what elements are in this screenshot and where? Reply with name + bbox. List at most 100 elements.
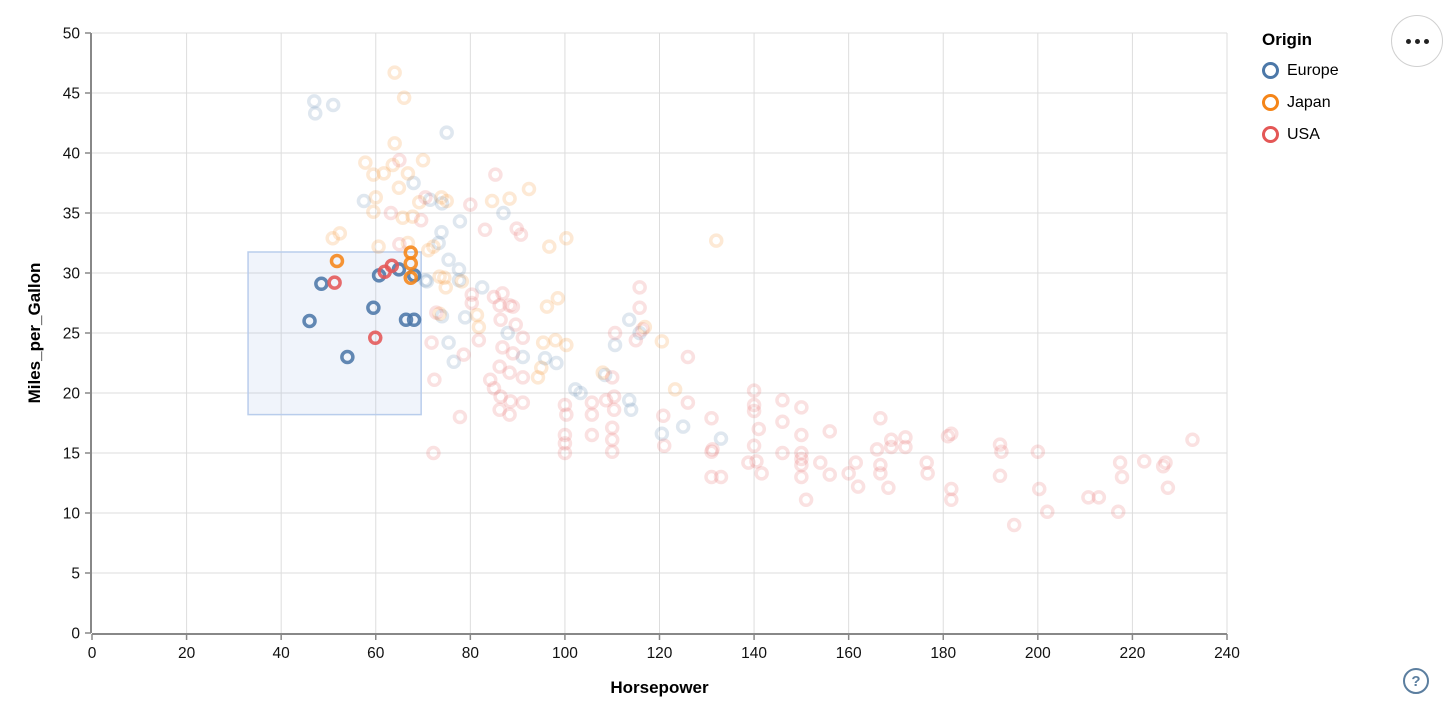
data-point	[883, 439, 899, 455]
data-point	[1158, 455, 1173, 470]
data-point	[376, 166, 392, 181]
data-point	[405, 209, 420, 224]
data-point	[419, 274, 435, 289]
y-tick-label: 40	[63, 146, 81, 163]
data-point	[325, 230, 340, 246]
data-point	[420, 242, 436, 258]
y-tick-label: 20	[63, 386, 81, 403]
data-point	[464, 295, 480, 311]
data-point	[656, 408, 671, 424]
data-point	[446, 354, 462, 370]
data-point	[1155, 458, 1171, 474]
data-point	[713, 431, 729, 446]
data-point	[492, 298, 507, 313]
data-point	[741, 455, 756, 470]
data-point	[606, 402, 622, 418]
data-point	[584, 427, 600, 443]
x-tick-label: 20	[178, 645, 196, 662]
data-point-selected	[366, 300, 381, 316]
legend-label-usa: USA	[1287, 125, 1320, 143]
x-tick-label: 240	[1214, 645, 1240, 662]
data-point	[426, 239, 441, 254]
data-point	[387, 65, 402, 80]
data-point	[539, 299, 555, 314]
legend: Origin Europe Japan USA	[1262, 30, 1392, 156]
data-point	[749, 454, 764, 469]
data-point	[604, 444, 620, 460]
data-point	[994, 444, 1009, 460]
data-point	[493, 389, 508, 404]
data-point	[493, 312, 508, 328]
data-point	[559, 407, 574, 422]
data-point	[1160, 480, 1176, 496]
data-point	[471, 332, 487, 348]
legend-item-usa[interactable]: USA	[1262, 124, 1392, 145]
data-point	[557, 436, 573, 451]
data-point	[488, 167, 503, 182]
help-button[interactable]: ?	[1403, 668, 1429, 694]
legend-item-japan[interactable]: Japan	[1262, 92, 1392, 113]
legend-item-europe[interactable]: Europe	[1262, 60, 1392, 81]
data-point	[418, 272, 433, 288]
data-point	[595, 365, 610, 380]
brush-selection[interactable]	[247, 251, 422, 416]
chart-actions-menu-button[interactable]	[1391, 15, 1443, 67]
data-point	[873, 466, 888, 481]
data-point	[502, 298, 517, 313]
data-point	[813, 455, 828, 470]
y-tick-label: 45	[63, 86, 80, 103]
legend-swatch-europe-icon	[1262, 62, 1279, 79]
legend-title: Origin	[1262, 30, 1313, 49]
data-point	[822, 467, 837, 482]
data-point	[794, 427, 809, 443]
data-point	[606, 389, 622, 404]
data-point	[413, 212, 429, 228]
data-point	[439, 193, 454, 209]
data-point	[597, 367, 613, 383]
data-point	[632, 300, 647, 316]
data-point	[656, 438, 672, 454]
ellipsis-icon	[1405, 38, 1411, 44]
data-point	[848, 455, 864, 470]
data-point-selected	[398, 312, 414, 328]
data-point	[368, 190, 383, 205]
data-point	[392, 236, 407, 252]
data-point	[451, 262, 467, 277]
data-point	[559, 337, 574, 353]
data-point	[492, 402, 507, 418]
data-point	[850, 479, 866, 494]
y-tick-label: 5	[71, 566, 80, 583]
data-point	[429, 305, 444, 320]
data-point	[439, 125, 454, 140]
data-point	[505, 346, 521, 361]
data-point	[898, 439, 913, 455]
data-point	[604, 432, 620, 448]
data-point	[530, 370, 546, 385]
x-tick-label: 220	[1119, 645, 1145, 662]
data-point	[1030, 444, 1046, 460]
data-point	[503, 394, 518, 409]
y-tick-label: 15	[63, 446, 80, 463]
data-point	[598, 392, 614, 408]
gridlines	[92, 32, 1228, 633]
data-point	[775, 445, 790, 461]
data-point	[1032, 481, 1047, 497]
data-point	[667, 382, 683, 397]
data-point	[920, 466, 935, 481]
data-point	[713, 469, 729, 485]
data-point	[521, 181, 537, 197]
data-point	[628, 332, 644, 348]
data-point	[568, 382, 583, 397]
data-point	[775, 414, 790, 430]
data-point	[557, 445, 573, 461]
data-point	[515, 349, 531, 365]
data-point-selected	[314, 276, 329, 292]
data-point	[502, 191, 517, 206]
data-point	[557, 397, 573, 413]
data-point	[992, 437, 1008, 452]
data-point	[822, 424, 837, 439]
data-point-selected	[403, 270, 418, 286]
data-point	[482, 372, 498, 388]
